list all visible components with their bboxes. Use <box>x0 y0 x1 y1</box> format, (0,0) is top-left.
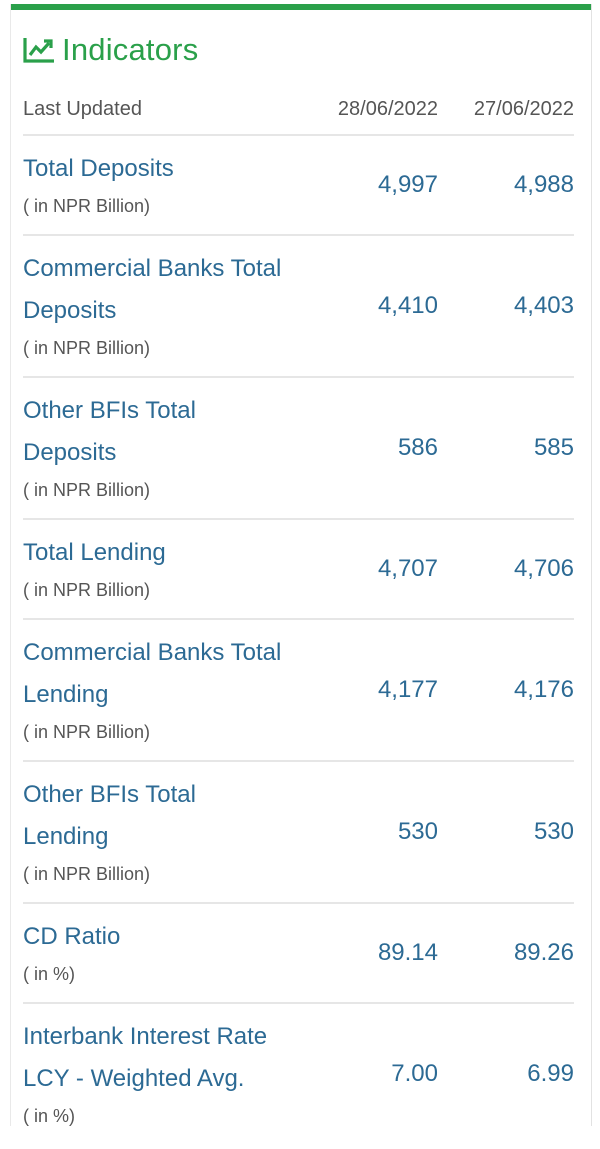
indicator-name[interactable]: Commercial Banks Total <box>23 639 282 666</box>
indicator-unit: ( in NPR Billion) <box>23 864 151 884</box>
indicator-name-cell: CD Ratio ( in %) <box>23 903 314 1004</box>
panel-title: Indicators <box>62 32 199 67</box>
trend-chart-icon <box>23 38 54 63</box>
indicators-panel: Indicators Last Updated 28/06/2022 27/06… <box>10 4 592 1126</box>
indicator-name[interactable]: Total Deposits <box>23 155 174 182</box>
value-date-2: 4,176 <box>438 619 574 762</box>
indicator-unit: ( in NPR Billion) <box>23 722 151 742</box>
table-row: Commercial Banks Total Deposits ( in NPR B… <box>23 235 574 378</box>
table-row: Other BFIs Total Deposits ( in NPR Billion… <box>23 377 574 520</box>
indicator-name[interactable]: Total Lending <box>23 539 166 566</box>
value-date-2: 530 <box>438 761 574 904</box>
value-date-1: 4,177 <box>314 619 438 762</box>
panel-header: Indicators <box>22 28 198 72</box>
value-date-1: 4,410 <box>314 235 438 378</box>
indicator-unit: ( in %) <box>23 964 76 984</box>
indicator-name-cell: Other BFIs Total Deposits ( in NPR Billion… <box>23 377 314 520</box>
table-header-row: Last Updated 28/06/2022 27/06/2022 <box>23 84 574 136</box>
indicator-name[interactable]: Commercial Banks Total <box>23 255 282 282</box>
table-row: Commercial Banks Total Lending ( in NPR Bi… <box>23 619 574 762</box>
value-date-1: 4,707 <box>314 519 438 620</box>
indicator-name[interactable]: Deposits <box>23 439 117 466</box>
indicator-name[interactable]: Deposits <box>23 297 117 324</box>
value-date-2: 4,706 <box>438 519 574 620</box>
indicator-name[interactable]: CD Ratio <box>23 923 121 950</box>
indicator-name[interactable]: LCY - Weighted Avg. <box>23 1065 245 1092</box>
indicator-name-cell: Interbank Interest Rate LCY - Weighted Av… <box>23 1003 314 1126</box>
table-row: Interbank Interest Rate LCY - Weighted Av… <box>23 1003 574 1126</box>
indicator-name[interactable]: Lending <box>23 823 109 850</box>
indicator-name[interactable]: Lending <box>23 681 109 708</box>
indicator-name-cell: Total Lending ( in NPR Billion) <box>23 519 314 620</box>
value-date-2: 4,403 <box>438 235 574 378</box>
indicator-unit: ( in NPR Billion) <box>23 196 151 216</box>
date-column-1: 28/06/2022 <box>314 84 438 136</box>
value-date-2: 4,988 <box>438 135 574 236</box>
last-updated-label: Last Updated <box>23 84 314 136</box>
indicator-unit: ( in NPR Billion) <box>23 480 151 500</box>
table-row: Total Deposits ( in NPR Billion) 4,997 4,98… <box>23 135 574 236</box>
value-date-2: 585 <box>438 377 574 520</box>
indicator-unit: ( in %) <box>23 1106 76 1126</box>
date-column-2: 27/06/2022 <box>438 84 574 136</box>
table-row: CD Ratio ( in %) 89.14 89.26 <box>23 903 574 1004</box>
indicator-name[interactable]: Other BFIs Total <box>23 397 196 424</box>
indicators-table: Last Updated 28/06/2022 27/06/2022 Total… <box>23 84 574 1126</box>
value-date-1: 586 <box>314 377 438 520</box>
indicator-name-cell: Total Deposits ( in NPR Billion) <box>23 135 314 236</box>
table-row: Total Lending ( in NPR Billion) 4,707 4,706 <box>23 519 574 620</box>
value-date-2: 89.26 <box>438 903 574 1004</box>
indicator-name[interactable]: Interbank Interest Rate <box>23 1023 268 1050</box>
indicator-name-cell: Other BFIs Total Lending ( in NPR Billion) <box>23 761 314 904</box>
value-date-1: 89.14 <box>314 903 438 1004</box>
indicator-name[interactable]: Other BFIs Total <box>23 781 196 808</box>
value-date-2: 6.99 <box>438 1003 574 1126</box>
indicator-name-cell: Commercial Banks Total Lending ( in NPR Bi… <box>23 619 314 762</box>
indicator-name-cell: Commercial Banks Total Deposits ( in NPR B… <box>23 235 314 378</box>
table-row: Other BFIs Total Lending ( in NPR Billion)… <box>23 761 574 904</box>
value-date-1: 4,997 <box>314 135 438 236</box>
indicator-unit: ( in NPR Billion) <box>23 338 151 358</box>
panel-accent-bar <box>11 4 591 10</box>
value-date-1: 7.00 <box>314 1003 438 1126</box>
value-date-1: 530 <box>314 761 438 904</box>
indicator-unit: ( in NPR Billion) <box>23 580 151 600</box>
